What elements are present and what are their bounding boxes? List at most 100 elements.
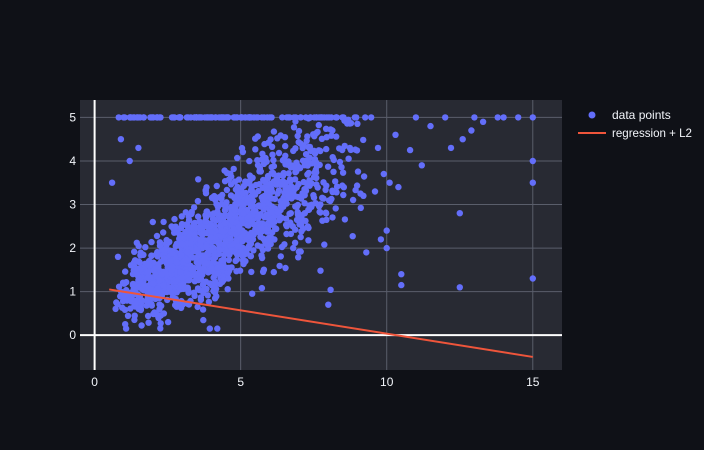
data-point: [354, 168, 362, 175]
data-point: [328, 114, 335, 121]
data-point: [297, 248, 304, 255]
data-point: [197, 294, 205, 301]
data-point: [191, 219, 199, 227]
data-point: [185, 217, 193, 224]
y-axis-tick-labels: 0 1 2 3 4 5: [69, 110, 76, 342]
data-point: [332, 205, 339, 212]
data-point: [284, 185, 291, 192]
data-point: [200, 316, 207, 324]
data-point: [218, 214, 226, 221]
data-point: [135, 144, 142, 152]
data-point: [173, 303, 180, 310]
data-point: [248, 183, 255, 191]
data-point: [157, 320, 164, 327]
data-point: [311, 169, 318, 176]
data-point: [240, 210, 247, 217]
data-point: [297, 114, 304, 121]
data-point: [268, 209, 275, 216]
data-point: [260, 114, 268, 121]
data-point: [323, 182, 330, 189]
data-point: [126, 114, 134, 121]
data-point: [352, 186, 359, 194]
data-point: [318, 135, 326, 142]
data-point: [371, 188, 379, 195]
data-point: [468, 127, 475, 134]
data-point: [144, 312, 152, 320]
data-point: [291, 185, 298, 193]
data-point: [108, 179, 116, 186]
legend-item-data-points[interactable]: data points: [588, 108, 671, 122]
data-point: [179, 240, 186, 248]
data-point: [264, 172, 272, 180]
data-point: [292, 114, 299, 121]
data-point: [277, 253, 284, 260]
data-point: [294, 211, 302, 218]
data-point: [127, 305, 134, 312]
data-point: [221, 206, 229, 214]
data-point: [235, 243, 242, 250]
data-point: [268, 219, 276, 226]
data-point: [357, 204, 364, 212]
data-point: [313, 174, 320, 182]
data-point: [327, 286, 334, 293]
data-point: [185, 277, 193, 284]
data-point: [130, 286, 137, 293]
y-tick-label: 3: [69, 198, 76, 212]
data-point: [302, 187, 310, 194]
data-point: [117, 136, 125, 143]
data-point: [142, 244, 149, 251]
legend-item-regression[interactable]: regression + L2: [578, 126, 692, 140]
x-tick-label: 0: [91, 375, 98, 389]
data-point: [295, 180, 302, 188]
data-point: [240, 201, 247, 208]
data-point: [133, 271, 141, 278]
data-point: [383, 227, 390, 234]
data-point: [245, 244, 252, 252]
data-point: [157, 114, 164, 121]
data-point: [194, 197, 202, 205]
data-point: [248, 268, 255, 276]
data-point: [188, 208, 195, 216]
data-point: [196, 114, 203, 121]
data-point: [323, 210, 330, 217]
data-point: [178, 274, 186, 281]
data-point: [312, 150, 319, 157]
data-point: [529, 275, 536, 282]
data-point: [176, 231, 183, 239]
data-point: [197, 266, 205, 273]
data-point: [160, 255, 168, 262]
data-point: [275, 209, 282, 216]
data-point: [218, 257, 225, 264]
data-point: [138, 322, 145, 329]
data-point: [274, 190, 281, 197]
legend-label-data-points: data points: [612, 108, 671, 122]
data-point: [246, 157, 253, 165]
legend[interactable]: data points regression + L2: [578, 108, 692, 140]
data-point: [160, 229, 167, 236]
data-point: [195, 260, 202, 267]
data-point: [147, 285, 154, 292]
data-point: [380, 170, 387, 178]
data-point: [228, 247, 235, 254]
data-point: [241, 114, 249, 121]
data-point: [213, 182, 220, 190]
data-point: [121, 306, 129, 313]
data-point: [494, 114, 501, 121]
data-point: [131, 316, 138, 324]
data-point: [194, 213, 202, 220]
data-point: [167, 258, 174, 265]
data-point: [260, 160, 268, 168]
data-point: [319, 114, 326, 121]
data-point: [148, 238, 155, 246]
data-point: [240, 259, 247, 267]
data-point: [190, 289, 198, 296]
data-point: [202, 212, 209, 219]
data-point: [294, 132, 301, 140]
data-point: [250, 247, 257, 254]
regression-series: [109, 288, 533, 358]
data-point: [291, 164, 298, 171]
data-point: [202, 260, 209, 267]
data-point: [320, 195, 327, 202]
data-point: [187, 240, 195, 247]
